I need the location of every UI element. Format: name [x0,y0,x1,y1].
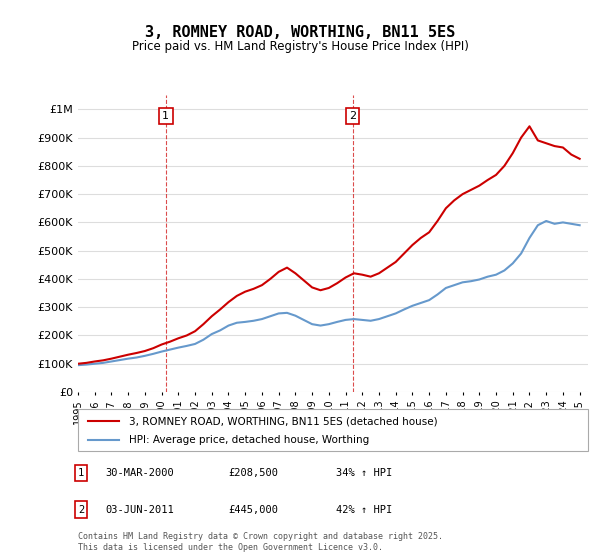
Text: Contains HM Land Registry data © Crown copyright and database right 2025.
This d: Contains HM Land Registry data © Crown c… [78,532,443,552]
Text: £445,000: £445,000 [228,505,278,515]
Text: 34% ↑ HPI: 34% ↑ HPI [336,468,392,478]
Text: 2: 2 [349,111,356,121]
Text: 03-JUN-2011: 03-JUN-2011 [105,505,174,515]
Text: HPI: Average price, detached house, Worthing: HPI: Average price, detached house, Wort… [129,435,369,445]
Text: 1: 1 [162,111,169,121]
Text: 1: 1 [78,468,84,478]
Text: Price paid vs. HM Land Registry's House Price Index (HPI): Price paid vs. HM Land Registry's House … [131,40,469,53]
Text: 2: 2 [78,505,84,515]
Text: 3, ROMNEY ROAD, WORTHING, BN11 5ES: 3, ROMNEY ROAD, WORTHING, BN11 5ES [145,25,455,40]
Text: £208,500: £208,500 [228,468,278,478]
Text: 30-MAR-2000: 30-MAR-2000 [105,468,174,478]
FancyBboxPatch shape [78,409,588,451]
Text: 3, ROMNEY ROAD, WORTHING, BN11 5ES (detached house): 3, ROMNEY ROAD, WORTHING, BN11 5ES (deta… [129,417,437,426]
Text: 42% ↑ HPI: 42% ↑ HPI [336,505,392,515]
